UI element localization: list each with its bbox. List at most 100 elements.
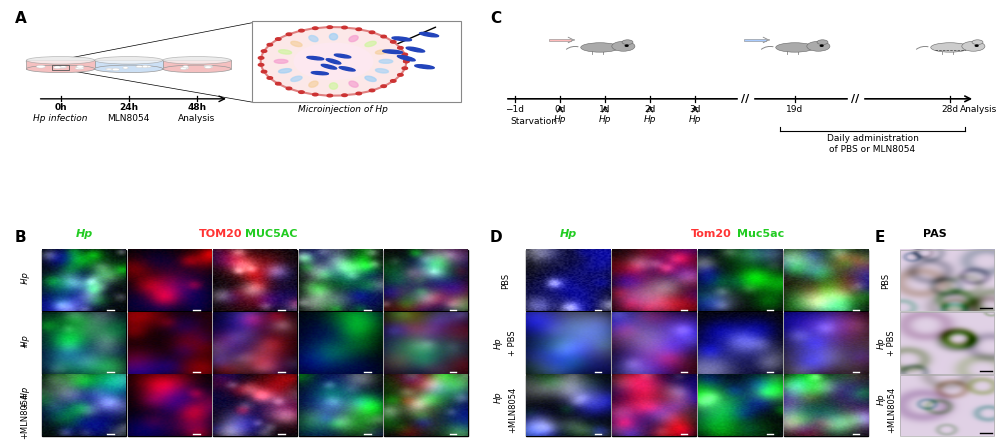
Text: −1d: −1d <box>506 105 524 114</box>
Ellipse shape <box>95 58 163 65</box>
Circle shape <box>356 28 362 30</box>
Ellipse shape <box>307 57 324 60</box>
Ellipse shape <box>54 66 61 69</box>
Bar <box>900 375 994 436</box>
Ellipse shape <box>106 68 113 70</box>
Ellipse shape <box>142 66 151 67</box>
Text: + Hp: + Hp <box>21 386 30 408</box>
Circle shape <box>286 33 292 36</box>
Bar <box>128 375 211 436</box>
Circle shape <box>258 63 264 66</box>
Bar <box>163 60 231 69</box>
Circle shape <box>276 38 281 40</box>
Circle shape <box>267 43 273 46</box>
Ellipse shape <box>142 65 148 68</box>
Bar <box>299 375 382 436</box>
Ellipse shape <box>329 33 338 40</box>
Text: Ecad: Ecad <box>578 228 607 239</box>
Text: 28d: 28d <box>941 105 959 114</box>
Circle shape <box>391 80 396 82</box>
Ellipse shape <box>183 66 188 68</box>
Bar <box>900 312 994 374</box>
Circle shape <box>342 94 347 96</box>
Bar <box>698 250 782 311</box>
Text: 24h: 24h <box>119 103 138 112</box>
Circle shape <box>962 41 985 51</box>
Circle shape <box>398 74 403 76</box>
Text: D: D <box>490 230 503 244</box>
Ellipse shape <box>26 65 95 73</box>
Ellipse shape <box>406 47 425 52</box>
Ellipse shape <box>291 76 302 82</box>
Text: 1d: 1d <box>599 105 611 114</box>
Text: Hp: Hp <box>689 115 701 124</box>
Circle shape <box>356 92 362 95</box>
Circle shape <box>327 94 333 97</box>
Text: Hp: Hp <box>554 115 566 124</box>
Ellipse shape <box>36 65 45 68</box>
Bar <box>612 312 696 374</box>
Circle shape <box>402 53 408 56</box>
Ellipse shape <box>776 43 814 52</box>
Circle shape <box>369 89 375 92</box>
Ellipse shape <box>375 50 388 54</box>
Text: 2d: 2d <box>644 105 656 114</box>
Text: Analysis: Analysis <box>960 105 997 114</box>
Bar <box>42 375 126 436</box>
Ellipse shape <box>136 66 143 68</box>
Bar <box>526 250 610 311</box>
Circle shape <box>258 57 264 59</box>
Bar <box>299 250 382 311</box>
Text: MUC5AC: MUC5AC <box>245 228 297 239</box>
Circle shape <box>286 87 292 90</box>
Text: Hp: Hp <box>644 115 656 124</box>
Ellipse shape <box>207 66 213 68</box>
Text: + PBS: + PBS <box>508 330 517 356</box>
Circle shape <box>381 35 386 38</box>
Ellipse shape <box>75 67 84 70</box>
Text: Ecad: Ecad <box>796 228 825 239</box>
Text: B: B <box>15 230 27 244</box>
Circle shape <box>299 29 304 32</box>
Ellipse shape <box>349 81 358 87</box>
Ellipse shape <box>309 81 318 87</box>
Ellipse shape <box>334 54 351 58</box>
Bar <box>612 250 696 311</box>
Text: MLN8054: MLN8054 <box>108 114 150 123</box>
Ellipse shape <box>931 43 969 52</box>
Ellipse shape <box>397 55 415 61</box>
Text: Starvation: Starvation <box>510 117 557 126</box>
Ellipse shape <box>383 50 403 54</box>
Ellipse shape <box>163 65 231 73</box>
Text: 19d: 19d <box>786 105 804 114</box>
Ellipse shape <box>349 36 358 41</box>
Bar <box>784 312 868 374</box>
Ellipse shape <box>123 66 128 69</box>
Circle shape <box>313 27 318 29</box>
Circle shape <box>612 41 635 51</box>
Text: PBS: PBS <box>501 273 510 289</box>
Circle shape <box>817 40 828 45</box>
Text: 48h: 48h <box>187 103 207 112</box>
Circle shape <box>342 26 347 29</box>
Text: Hp: Hp <box>494 337 503 349</box>
Bar <box>128 250 211 311</box>
Ellipse shape <box>95 57 163 64</box>
Bar <box>549 39 571 41</box>
FancyBboxPatch shape <box>252 21 461 102</box>
Bar <box>42 312 126 374</box>
Ellipse shape <box>279 50 292 54</box>
Bar <box>698 375 782 436</box>
Text: ECAD: ECAD <box>95 228 129 239</box>
Text: Analysis: Analysis <box>178 114 216 123</box>
Text: Hp: Hp <box>876 337 886 349</box>
Circle shape <box>972 40 983 45</box>
Text: Hp: Hp <box>560 228 577 239</box>
Circle shape <box>261 70 267 73</box>
Circle shape <box>404 60 409 62</box>
Text: 3d: 3d <box>689 105 701 114</box>
Circle shape <box>622 40 633 45</box>
Ellipse shape <box>163 57 231 64</box>
Text: +MLN8054: +MLN8054 <box>887 387 896 433</box>
Ellipse shape <box>321 64 337 69</box>
